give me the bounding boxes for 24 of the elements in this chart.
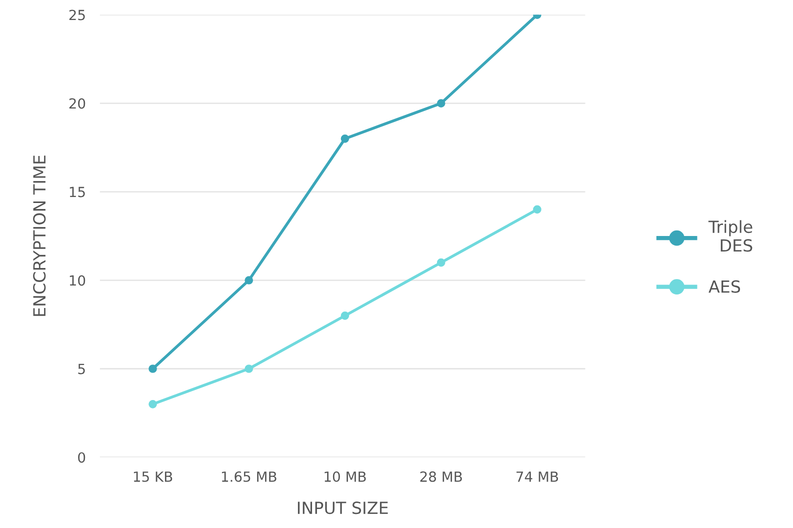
point	[436, 258, 446, 267]
y-tick-label: 20	[69, 98, 86, 109]
point	[244, 276, 254, 284]
x-tick-label: 74 MB	[516, 472, 558, 482]
point	[244, 364, 254, 373]
x-tick-label: 10 MB	[324, 471, 366, 482]
y-axis-title: ENCCRYPTION TIME	[33, 156, 46, 316]
point	[148, 400, 157, 408]
y-tick-label: 25	[69, 10, 85, 20]
y-tick-label: 10	[70, 275, 86, 286]
point	[340, 134, 350, 143]
x-tick-label: 1.65 MB	[222, 471, 276, 482]
x-axis-title: INPUT SIZE	[298, 502, 388, 514]
x-tick-label: 15 KB	[134, 472, 172, 482]
y-tick-label: 0	[78, 452, 86, 463]
point	[148, 364, 157, 373]
x-tick-label: 28 MB	[420, 471, 462, 482]
legend-label: AES	[708, 280, 740, 293]
y-tick-label: 5	[78, 364, 85, 374]
point	[436, 99, 446, 108]
y-tick-label: 15	[70, 186, 85, 198]
point	[533, 205, 542, 214]
legend-label: Triple DES	[708, 220, 752, 252]
point	[340, 311, 350, 320]
